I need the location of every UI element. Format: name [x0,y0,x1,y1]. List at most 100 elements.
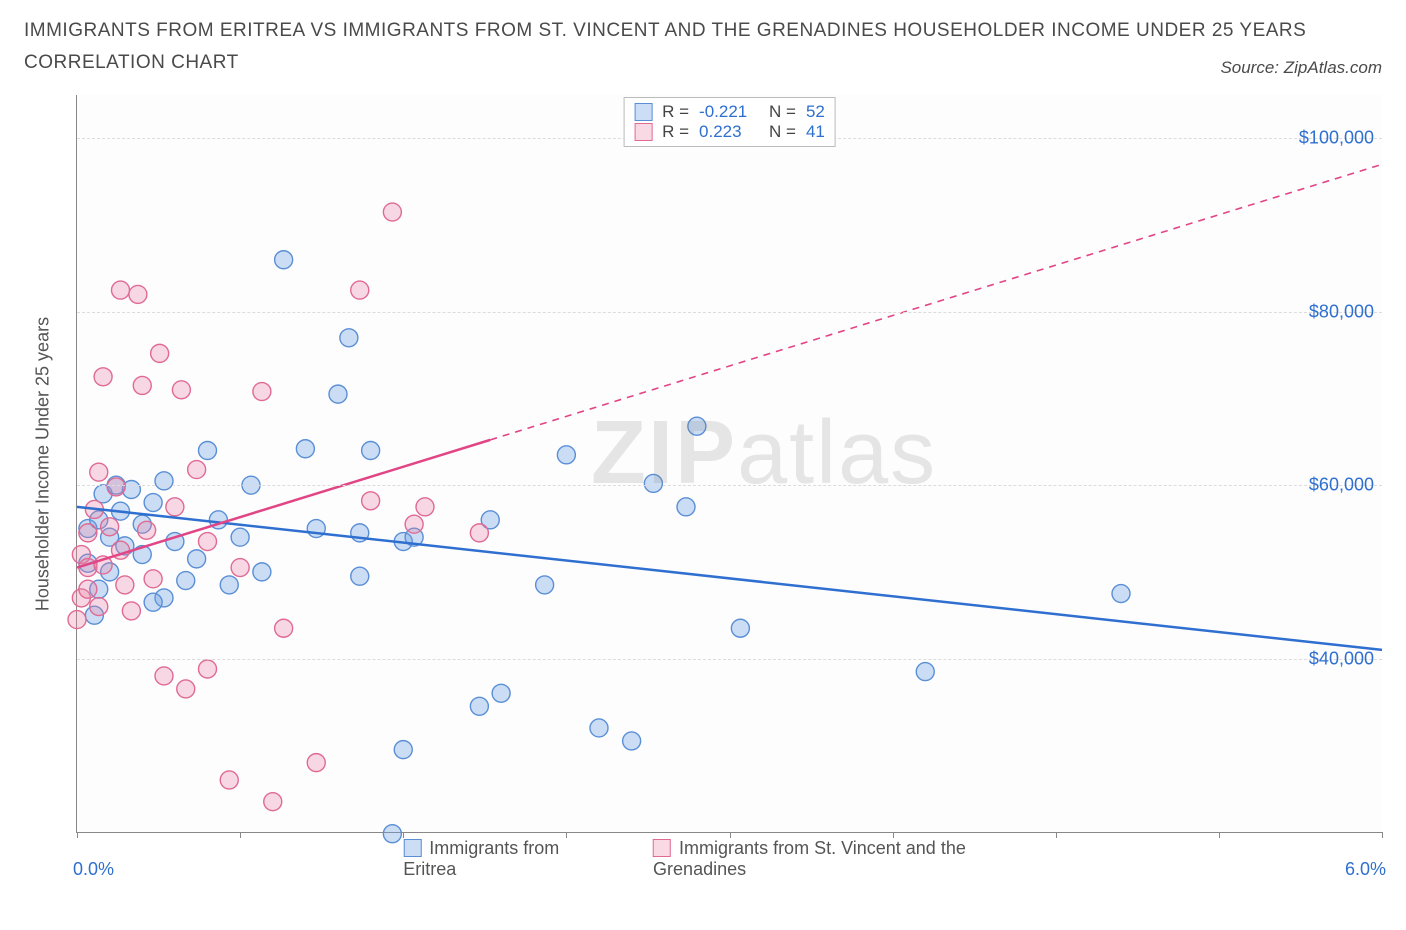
title-area: IMMIGRANTS FROM ERITREA VS IMMIGRANTS FR… [0,0,1406,74]
r-value: 0.223 [699,122,759,142]
data-point [677,498,695,516]
data-point [362,441,380,459]
data-point [536,576,554,594]
x-tick [403,832,404,838]
data-point [172,381,190,399]
data-point [340,329,358,347]
data-point [122,602,140,620]
n-label: N = [769,102,796,122]
data-point [253,563,271,581]
x-tick [77,832,78,838]
r-value: -0.221 [699,102,759,122]
y-axis-title: Householder Income Under 25 years [33,316,54,610]
chart-title-line2: CORRELATION CHART [24,52,1382,74]
r-label: R = [662,122,689,142]
data-point [383,203,401,221]
legend-label: Immigrants from Eritrea [403,838,559,879]
data-point [253,383,271,401]
legend-swatch [634,123,652,141]
x-tick [1219,832,1220,838]
y-tick-label: $40,000 [1309,648,1374,669]
legend-row: R = 0.223 N = 41 [634,122,825,142]
data-point [144,570,162,588]
data-point [590,719,608,737]
data-point [144,593,162,611]
data-point [416,498,434,516]
n-label: N = [769,122,796,142]
data-point [557,446,575,464]
correlation-legend: R =-0.221N =52R =0.223N =41 [623,97,836,147]
data-point [199,533,217,551]
x-axis-max-label: 6.0% [1345,859,1386,880]
x-tick [1382,832,1383,838]
data-point [166,498,184,516]
data-point [688,417,706,435]
legend-swatch [653,839,671,857]
gridline [77,485,1382,486]
data-point [79,580,97,598]
x-tick [1056,832,1057,838]
data-point [133,376,151,394]
data-point [492,684,510,702]
data-point [199,660,217,678]
r-label: R = [662,102,689,122]
data-point [916,663,934,681]
data-point [90,598,108,616]
data-point [220,771,238,789]
data-point [112,281,130,299]
series-legend: Immigrants from Eritrea Immigrants from S… [403,838,1056,880]
data-point [351,567,369,585]
data-point [623,732,641,750]
data-point [231,559,249,577]
x-tick [730,832,731,838]
gridline [77,312,1382,313]
data-point [155,667,173,685]
data-point [383,825,401,843]
plot-svg [77,95,1382,832]
x-tick [240,832,241,838]
legend-item: Immigrants from St. Vincent and the Gren… [653,838,1056,880]
data-point [644,474,662,492]
data-point [144,494,162,512]
data-point [1112,585,1130,603]
y-tick-label: $60,000 [1309,475,1374,496]
data-point [275,251,293,269]
data-point [177,572,195,590]
trend-line [77,507,1382,650]
data-point [151,344,169,362]
n-value: 41 [806,122,825,142]
data-point [405,515,423,533]
data-point [68,611,86,629]
data-point [307,754,325,772]
data-point [94,368,112,386]
data-point [362,492,380,510]
data-point [79,524,97,542]
data-point [470,524,488,542]
plot-area: Householder Income Under 25 years ZIPatl… [76,95,1382,833]
data-point [470,697,488,715]
x-axis-min-label: 0.0% [73,859,114,880]
source-label: Source: ZipAtlas.com [1220,58,1382,78]
data-point [220,576,238,594]
data-point [90,463,108,481]
data-point [296,440,314,458]
gridline [77,659,1382,660]
data-point [275,619,293,637]
data-point [138,521,156,539]
data-point [177,680,195,698]
data-point [188,461,206,479]
data-point [731,619,749,637]
y-tick-label: $80,000 [1309,301,1374,322]
data-point [264,793,282,811]
legend-swatch [403,839,421,857]
legend-row: R =-0.221N =52 [634,102,825,122]
data-point [155,472,173,490]
data-point [351,281,369,299]
legend-swatch [634,103,652,121]
legend-label: Immigrants from St. Vincent and the Gren… [653,838,966,879]
data-point [107,478,125,496]
x-tick [893,832,894,838]
data-point [129,285,147,303]
trend-line-extrapolated [490,164,1382,440]
y-tick-label: $100,000 [1299,128,1374,149]
